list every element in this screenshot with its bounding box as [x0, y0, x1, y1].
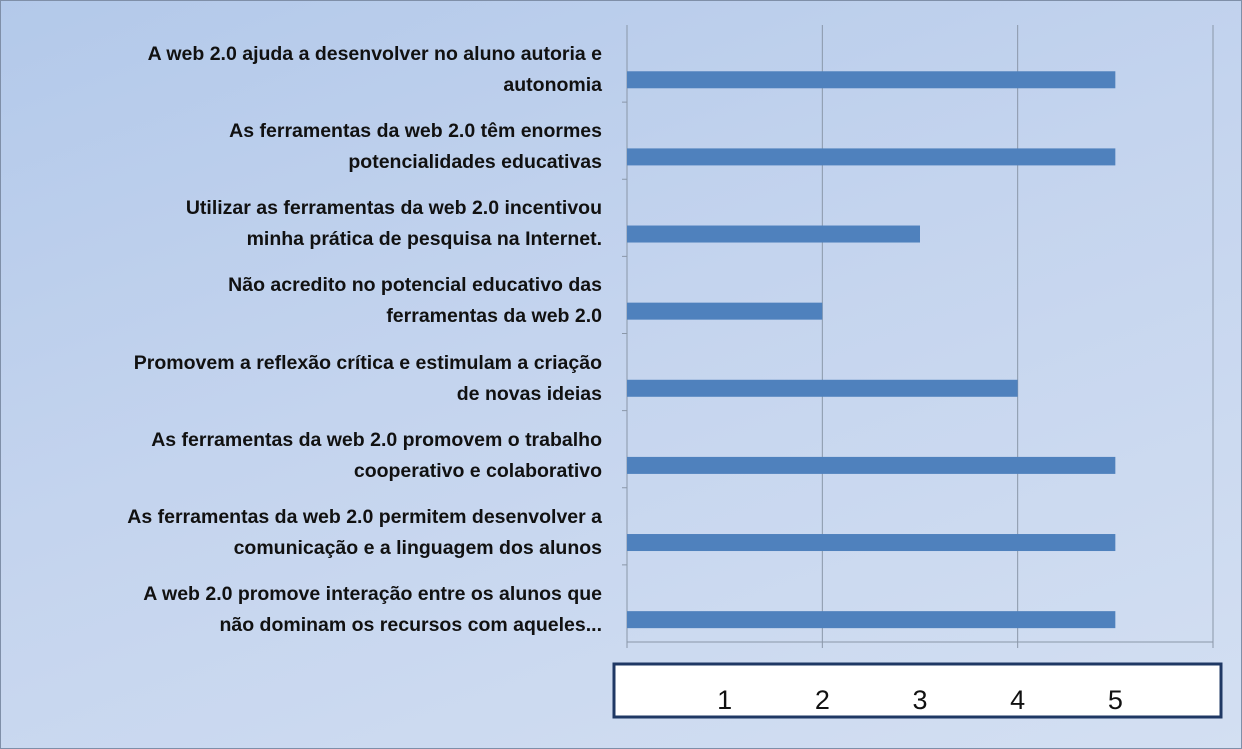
- category-label: Não acredito no potencial educativo das …: [228, 274, 602, 328]
- bar: [627, 456, 1116, 474]
- bar: [627, 534, 1116, 552]
- scale-label: 5: [1108, 685, 1123, 715]
- bar: [627, 71, 1116, 89]
- bar: [627, 148, 1116, 166]
- category-label: A web 2.0 promove interação entre os alu…: [143, 582, 602, 636]
- scale-label: 4: [1010, 685, 1025, 715]
- scale-label: 1: [717, 685, 732, 715]
- scale-box: [612, 662, 1223, 719]
- scale-label: 3: [912, 685, 927, 715]
- category-label: As ferramentas da web 2.0 têm enormes po…: [229, 120, 602, 174]
- scale-label: 2: [815, 685, 830, 715]
- category-label: As ferramentas da web 2.0 promovem o tra…: [151, 428, 602, 482]
- bar: [627, 379, 1018, 397]
- category-label: Promovem a reflexão crítica e estimulam …: [133, 351, 602, 405]
- bar: [627, 225, 920, 243]
- category-label: Utilizar as ferramentas da web 2.0 incen…: [185, 197, 602, 251]
- category-label: A web 2.0 ajuda a desenvolver no aluno a…: [147, 43, 602, 96]
- bar: [627, 611, 1116, 629]
- category-label: As ferramentas da web 2.0 permitem desen…: [127, 505, 602, 559]
- bar: [627, 302, 823, 320]
